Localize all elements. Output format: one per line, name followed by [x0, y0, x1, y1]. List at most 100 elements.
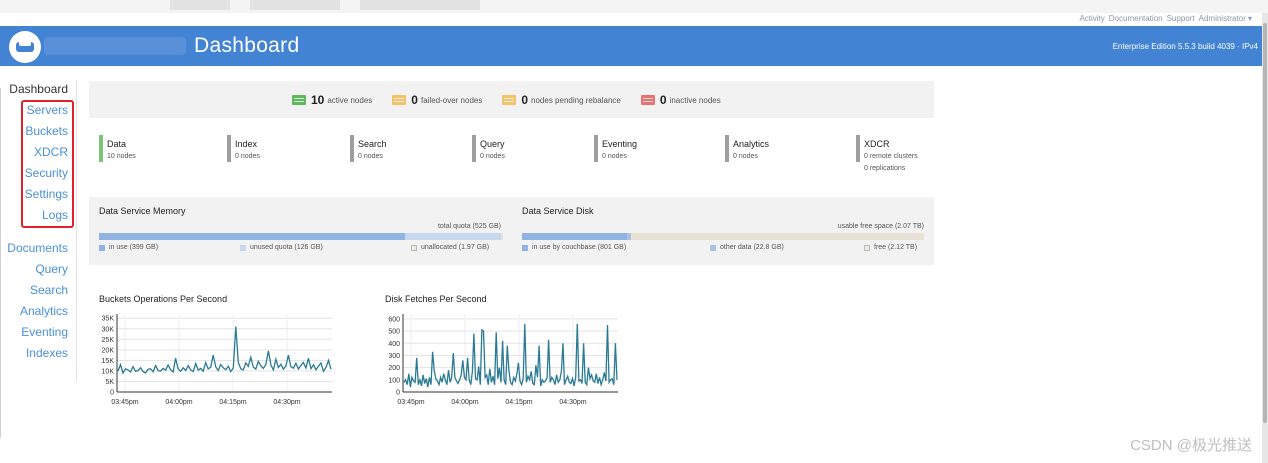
nav-servers[interactable]: Servers	[26, 103, 68, 117]
y-tick-label: 200	[388, 365, 400, 372]
disk-in-use-segment	[522, 233, 627, 240]
memory-in-use-segment	[99, 233, 405, 240]
vertical-scrollbar[interactable]	[1262, 13, 1268, 463]
server-rack-icon	[292, 95, 306, 105]
documentation-link[interactable]: Documentation	[1108, 14, 1163, 23]
data-service-disk: Data Service Disk usable free space (2.0…	[522, 206, 924, 251]
y-tick-label: 25K	[102, 337, 115, 344]
y-tick-label: 35K	[102, 316, 115, 323]
edition-info: Enterprise Edition 5.5.3 build 4039 · IP…	[1112, 42, 1258, 51]
x-tick-label: 03:45pm	[397, 399, 424, 406]
legend-item: in use (399 GB)	[99, 244, 158, 251]
y-tick-label: 0	[396, 390, 400, 397]
y-tick-label: 5K	[105, 379, 114, 386]
nav-documents[interactable]: Documents	[7, 241, 68, 255]
blurred-tab	[360, 0, 480, 10]
x-tick-label: 04:00pm	[165, 399, 192, 406]
bucket-ops-chart[interactable]: 0 5K 10K 15K 20K 25K 30K 35K 03:45pm 04:00pm 04:15…	[90, 310, 340, 410]
nav-eventing[interactable]: Eventing	[21, 325, 68, 339]
legend-item: unused quota (126 GB)	[240, 244, 323, 251]
legend-item: unallocated (1.97 GB)	[411, 244, 489, 251]
service-index[interactable]: Index 0 nodes	[227, 135, 260, 175]
activity-link[interactable]: Activity	[1079, 14, 1105, 23]
y-tick-label: 100	[388, 377, 400, 384]
y-tick-label: 500	[388, 329, 400, 336]
status-active-nodes[interactable]: 10 active nodes	[292, 93, 372, 107]
nav-dashboard[interactable]: Dashboard	[9, 82, 68, 96]
x-tick-label: 04:15pm	[505, 399, 532, 406]
cluster-name-redacted	[44, 37, 186, 55]
nav-query[interactable]: Query	[35, 262, 68, 276]
x-tick-label: 04:30pm	[273, 399, 300, 406]
top-links: Activity Documentation Support Administr…	[1079, 14, 1252, 23]
memory-usage-bar	[99, 233, 503, 240]
y-tick-label: 600	[388, 316, 400, 323]
memory-unallocated-segment	[501, 233, 503, 240]
watermark: CSDN @极光推送	[1130, 437, 1252, 454]
nav-analytics[interactable]: Analytics	[19, 304, 68, 318]
couchbase-logo-icon[interactable]	[9, 31, 41, 63]
legend-item: other data (22.8 GB)	[710, 244, 784, 251]
legend-item: free (2.12 TB)	[864, 244, 917, 251]
nav-logs[interactable]: Logs	[41, 208, 68, 222]
disk-fetches-chart[interactable]: 0 100 200 300 400 500 600 03:45pm 04:00pm 04:15pm…	[376, 310, 626, 410]
chart-title-ops: Buckets Operations Per Second	[99, 294, 228, 304]
server-rack-icon	[392, 95, 407, 105]
nav-search[interactable]: Search	[29, 283, 68, 297]
memory-unused-segment	[404, 233, 501, 240]
data-service-memory: Data Service Memory total quota (525 GB)…	[99, 206, 503, 251]
y-tick-label: 15K	[102, 358, 115, 365]
y-tick-label: 10K	[102, 368, 115, 375]
page-title: Dashboard	[194, 34, 300, 57]
nav-buckets[interactable]: Buckets	[25, 124, 68, 138]
status-failed-over-nodes[interactable]: 0 failed-over nodes	[392, 93, 482, 107]
disk-title: Data Service Disk	[522, 206, 594, 216]
chart-title-disk: Disk Fetches Per Second	[385, 294, 487, 304]
disk-total: usable free space (2.07 TB)	[837, 223, 924, 230]
app-header	[0, 26, 1262, 66]
sidebar-divider	[76, 80, 77, 382]
status-pending-rebalance[interactable]: 0 nodes pending rebalance	[502, 93, 621, 107]
y-tick-label: 20K	[102, 347, 115, 354]
browser-tab-strip	[0, 0, 1268, 13]
service-data[interactable]: Data 10 nodes	[99, 135, 136, 175]
usage-panel	[89, 197, 934, 265]
disk-usage-bar	[522, 233, 924, 240]
disk-other-segment	[626, 233, 631, 240]
x-tick-label: 03:45pm	[111, 399, 138, 406]
nav-security[interactable]: Security	[24, 166, 68, 180]
x-tick-label: 04:30pm	[559, 399, 586, 406]
server-rack-icon	[502, 95, 517, 105]
annotation-highlight-box	[21, 100, 74, 228]
nav-xdcr[interactable]: XDCR	[33, 145, 68, 159]
administrator-menu[interactable]: Administrator ▾	[1198, 14, 1252, 23]
scrollbar-thumb[interactable]	[1263, 23, 1267, 423]
y-tick-label: 300	[388, 353, 400, 360]
nav-indexes[interactable]: Indexes	[25, 346, 68, 360]
blurred-tab	[170, 0, 230, 10]
y-tick-label: 30K	[102, 326, 115, 333]
nav-settings[interactable]: Settings	[24, 187, 68, 201]
memory-total: total quota (525 GB)	[437, 223, 501, 230]
services-row: Data 10 nodes Index 0 nodes Search 0 nod…	[99, 135, 939, 175]
legend-item: in use by couchbase (801 GB)	[522, 244, 626, 251]
status-inactive-nodes[interactable]: 0 inactive nodes	[640, 93, 721, 107]
blurred-tab	[250, 0, 340, 10]
x-tick-label: 04:00pm	[451, 399, 478, 406]
service-query[interactable]: Query 0 nodes	[472, 135, 505, 175]
server-rack-icon	[640, 95, 655, 105]
service-search[interactable]: Search 0 nodes	[350, 135, 387, 175]
service-eventing[interactable]: Eventing 0 nodes	[594, 135, 637, 175]
series-line	[117, 326, 332, 375]
support-link[interactable]: Support	[1166, 14, 1195, 23]
left-border	[0, 88, 1, 438]
y-tick-label: 400	[388, 341, 400, 348]
node-status-row: 10 active nodes 0 failed-over nodes 0 no…	[292, 93, 741, 107]
service-analytics[interactable]: Analytics 0 nodes	[725, 135, 769, 175]
y-tick-label: 0	[110, 390, 114, 397]
service-xdcr[interactable]: XDCR 0 remote clusters 0 replications	[856, 135, 918, 175]
disk-free-segment	[630, 233, 924, 240]
series-line	[403, 323, 618, 388]
memory-title: Data Service Memory	[99, 206, 186, 216]
x-tick-label: 04:15pm	[219, 399, 246, 406]
